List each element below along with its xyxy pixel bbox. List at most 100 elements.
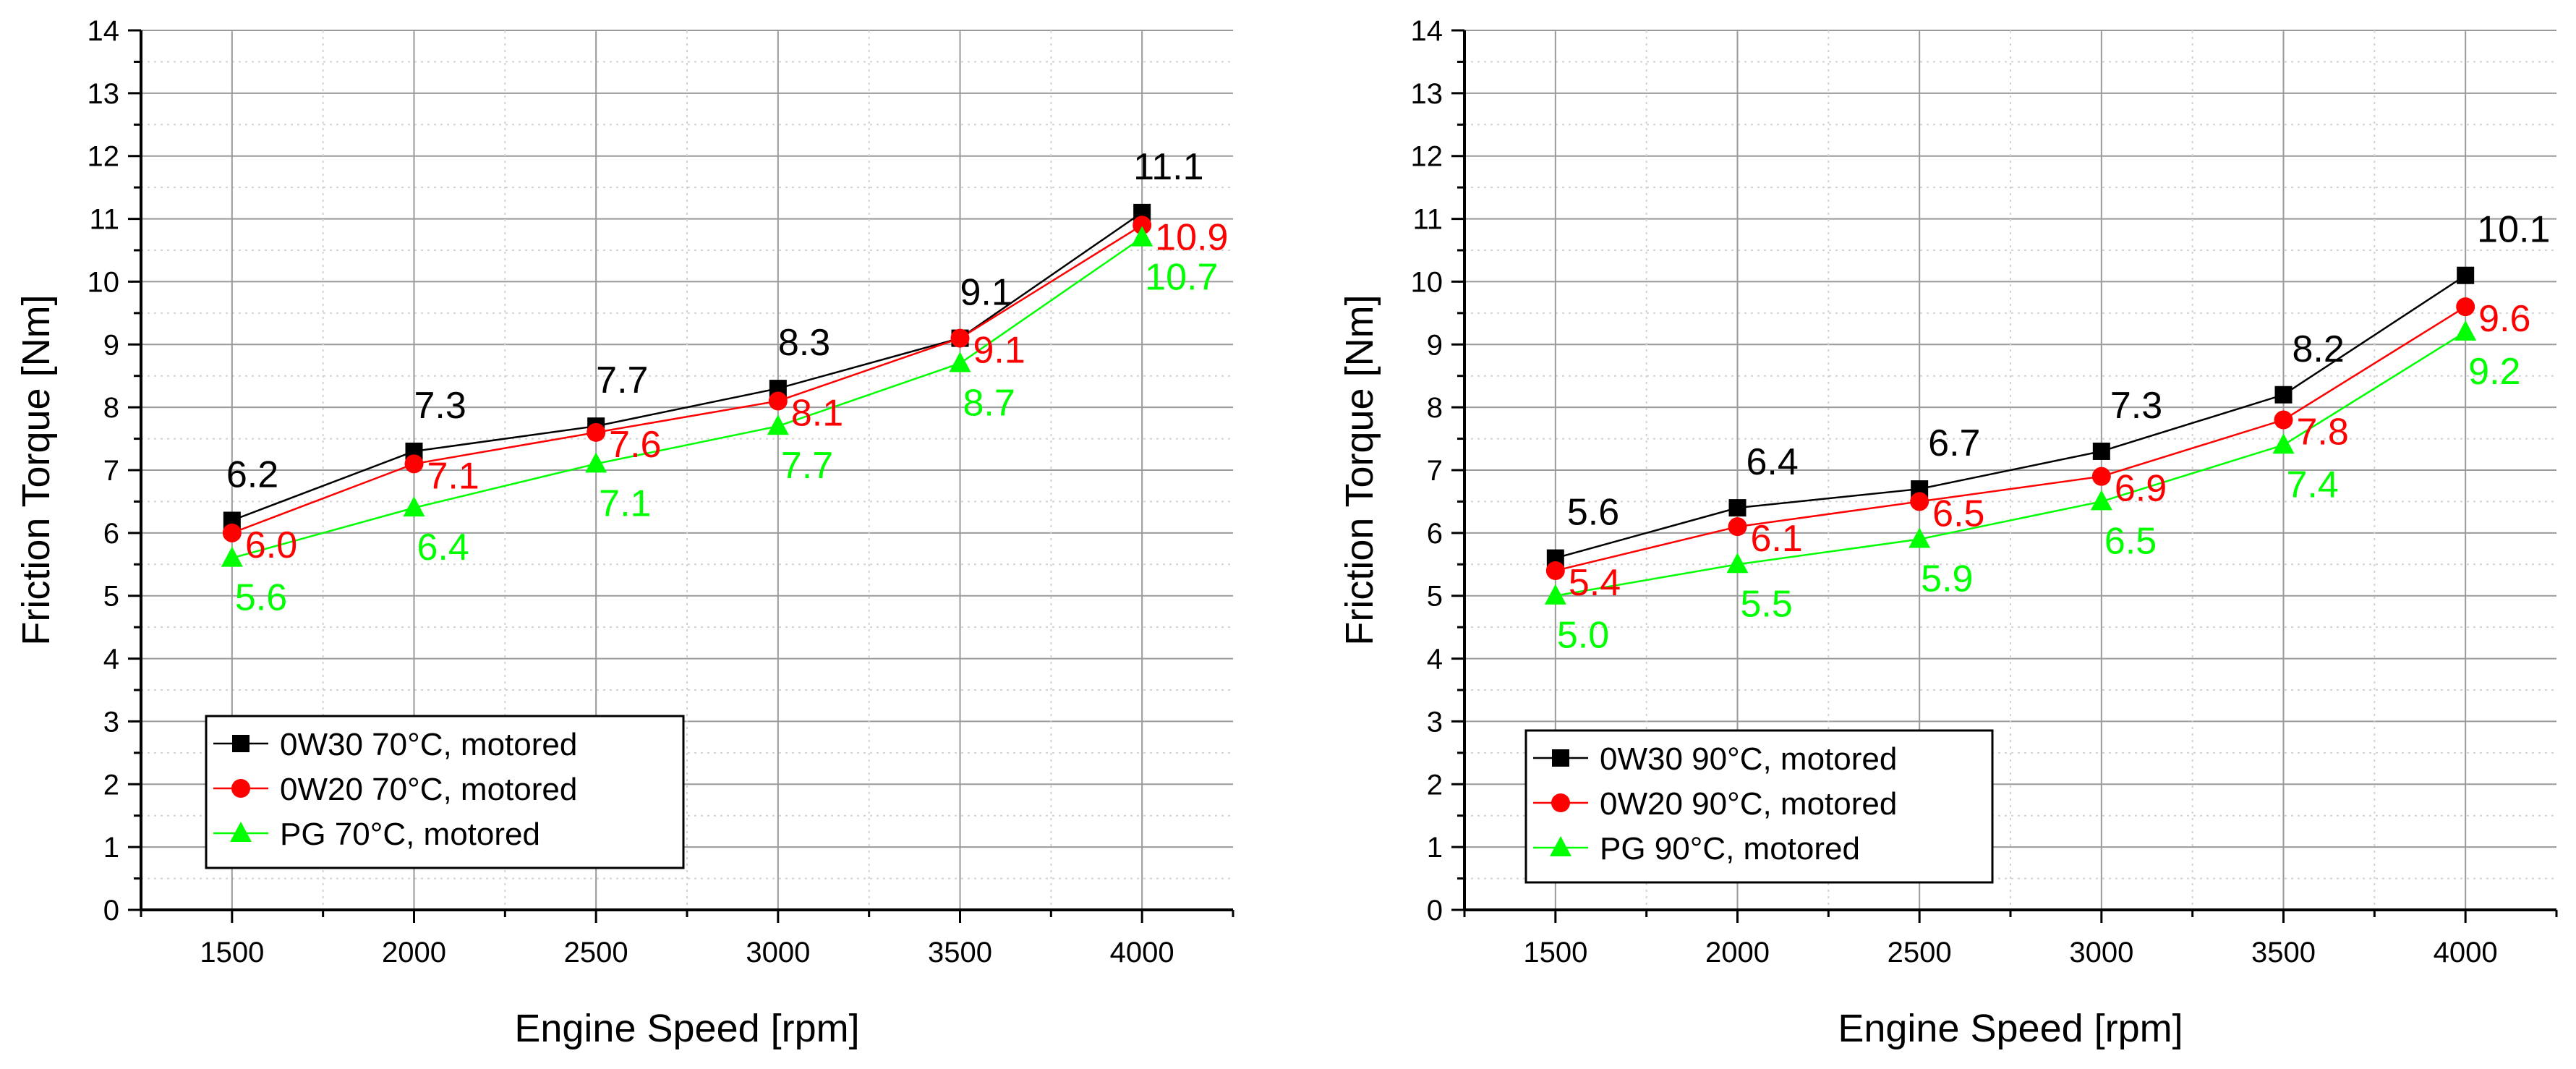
y-tick-label: 1 xyxy=(1427,832,1443,864)
data-point-triangle xyxy=(1544,584,1566,605)
data-label: 7.6 xyxy=(609,424,661,466)
data-label: 6.7 xyxy=(1928,422,1980,464)
y-tick-label: 14 xyxy=(1411,15,1443,47)
data-label: 7.3 xyxy=(414,385,466,427)
data-point-circle xyxy=(2274,410,2293,430)
legend-marker-square xyxy=(232,735,250,752)
series-line-triangle xyxy=(231,237,1143,559)
x-tick-label: 4000 xyxy=(1110,937,1174,968)
data-label: 5.0 xyxy=(1557,615,1609,657)
legend: 0W30 70°C, motored 0W20 70°C, motored PG 7… xyxy=(205,715,685,869)
data-label: 5.5 xyxy=(1741,583,1793,625)
x-tick-label: 2500 xyxy=(1888,937,1952,968)
y-tick-label: 12 xyxy=(1411,141,1443,173)
x-axis-title: Engine Speed [rpm] xyxy=(514,1007,859,1050)
data-point-circle xyxy=(1728,517,1747,537)
y-tick-label: 7 xyxy=(103,455,119,487)
y-tick-label: 10 xyxy=(1411,266,1443,298)
y-tick-label: 5 xyxy=(1427,581,1443,613)
legend-label: 0W20 70°C, motored xyxy=(280,772,577,807)
data-label: 9.1 xyxy=(973,330,1025,372)
data-point-triangle xyxy=(221,546,243,567)
data-label: 10.1 xyxy=(2477,209,2550,251)
x-axis-title: Engine Speed [rpm] xyxy=(1838,1007,2183,1050)
y-tick-label: 3 xyxy=(103,706,119,738)
y-tick-label: 10 xyxy=(88,266,120,298)
y-tick-label: 6 xyxy=(103,518,119,550)
legend-label: PG 90°C, motored xyxy=(1600,831,1860,866)
data-point-triangle xyxy=(949,352,971,372)
data-label: 8.7 xyxy=(963,382,1015,424)
x-tick-label: 3000 xyxy=(746,937,810,968)
y-tick-label: 4 xyxy=(103,644,119,676)
y-tick-label: 1 xyxy=(103,832,119,864)
y-axis-title: Friction Torque [Nm] xyxy=(1338,294,1381,645)
data-point-circle xyxy=(768,391,788,411)
data-point-circle xyxy=(950,328,970,348)
data-point-triangle xyxy=(1131,226,1153,247)
data-point-circle xyxy=(1545,561,1565,580)
legend-label: PG 70°C, motored xyxy=(280,817,540,852)
legend-marker-triangle xyxy=(1550,836,1571,856)
x-tick-label: 2000 xyxy=(1705,937,1770,968)
legend-box xyxy=(205,715,685,869)
data-label: 6.5 xyxy=(2104,520,2157,562)
data-label: 8.2 xyxy=(2293,328,2345,370)
x-tick-label: 2000 xyxy=(382,937,446,968)
data-label: 5.4 xyxy=(1569,562,1621,604)
data-point-circle xyxy=(1910,492,1929,511)
legend-label: 0W30 90°C, motored xyxy=(1600,741,1897,777)
y-tick-label: 7 xyxy=(1427,455,1443,487)
y-tick-label: 11 xyxy=(1412,204,1443,236)
y-tick-label: 5 xyxy=(103,581,119,613)
data-label: 6.1 xyxy=(1751,518,1803,560)
data-label: 8.1 xyxy=(791,392,843,434)
data-point-triangle xyxy=(2090,490,2112,511)
data-label: 5.9 xyxy=(1921,558,1973,600)
y-tick-label: 14 xyxy=(88,15,120,47)
y-tick-label: 12 xyxy=(88,141,120,173)
legend-marker-square xyxy=(1552,749,1569,767)
y-tick-label: 8 xyxy=(1427,392,1443,424)
data-label: 5.6 xyxy=(235,577,287,619)
data-label: 5.6 xyxy=(1567,492,1619,534)
x-tick-label: 3000 xyxy=(2069,937,2133,968)
data-point-square xyxy=(2457,266,2475,284)
legend-marker-circle xyxy=(1551,793,1570,812)
legend-box xyxy=(1524,729,1994,884)
y-tick-label: 4 xyxy=(1427,644,1443,676)
legend: 0W30 90°C, motored 0W20 90°C, motored PG 9… xyxy=(1524,729,1994,884)
data-point-square xyxy=(2092,442,2110,460)
data-label: 7.8 xyxy=(2297,412,2349,453)
data-label: 8.3 xyxy=(778,322,830,364)
data-label: 7.3 xyxy=(2110,385,2162,427)
data-point-circle xyxy=(222,523,242,542)
data-label: 7.7 xyxy=(596,359,648,401)
series-line-square xyxy=(231,211,1143,521)
x-tick-label: 4000 xyxy=(2434,937,2498,968)
legend-label: 0W20 90°C, motored xyxy=(1600,786,1897,822)
x-tick-label: 3500 xyxy=(2251,937,2316,968)
data-point-circle xyxy=(2456,297,2475,317)
y-tick-label: 2 xyxy=(103,769,119,801)
plot-area: 5.6 6.4 6.7 7.3 8.2 10.1 5.4 6.1 6.5 6.9 7.8 9.6 5.0… xyxy=(1544,209,2550,657)
y-tick-label: 2 xyxy=(1427,769,1443,801)
data-label: 7.7 xyxy=(781,445,833,487)
data-label: 10.7 xyxy=(1145,257,1218,299)
y-tick-label: 11 xyxy=(89,204,119,236)
y-tick-label: 13 xyxy=(88,78,120,110)
x-tick-label: 2500 xyxy=(564,937,628,968)
y-tick-label: 13 xyxy=(1411,78,1443,110)
data-label: 6.4 xyxy=(1747,441,1799,483)
legend-marker-circle xyxy=(231,779,250,798)
x-tick-label: 1500 xyxy=(1523,937,1587,968)
data-label: 11.1 xyxy=(1133,146,1203,188)
data-point-circle xyxy=(404,454,424,474)
legend-marker-triangle xyxy=(230,822,252,842)
data-label: 7.1 xyxy=(427,455,479,497)
data-label: 7.4 xyxy=(2287,464,2339,506)
